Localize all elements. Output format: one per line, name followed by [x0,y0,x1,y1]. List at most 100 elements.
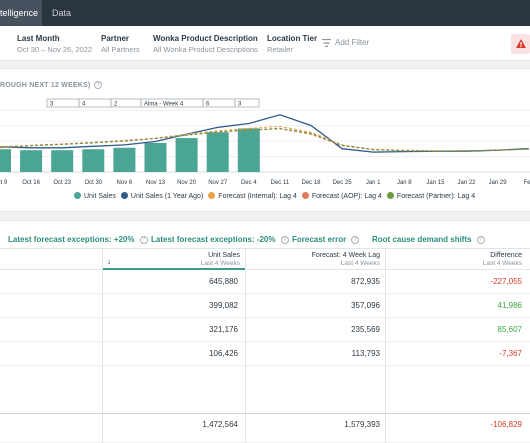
legend-item[interactable]: Unit Sales [74,192,116,200]
column-title: Forecast: 4 Week Lag [311,252,380,259]
legend-item[interactable]: Unit Sales (1 Year Ago) [120,192,204,200]
chart-title: ROUGH NEXT 12 WEEKS)? [0,81,103,89]
help-icon[interactable]: ? [351,235,360,244]
cell-unit-sales: 106,426 [209,349,238,358]
x-tick-label: Nov 27 [208,180,228,186]
week-marker-label: 6 [206,102,210,108]
bar [0,149,11,172]
add-filter-button[interactable]: Add Filter [322,38,369,47]
filter-value: All Wonka Product Descriptions [153,45,258,54]
sort-down-icon[interactable]: ↓ [107,257,111,266]
x-tick-label: Oct 9 [0,180,8,186]
bar [51,150,74,172]
legend-item[interactable]: Forecast (AOP): Lag 4 [301,192,382,200]
warning-icon [516,39,526,48]
help-icon[interactable]: ? [280,235,289,244]
bar [175,138,198,172]
exception-link-label: Root cause demand shifts [372,235,472,244]
legend-item[interactable]: Forecast (Partner): Lag 4 [386,192,475,200]
x-tick-label: Oct 23 [53,180,71,186]
legend-label: Unit Sales [84,193,116,200]
table-row[interactable]: 645,880 872,935 -227,055 [0,270,530,294]
alert-button[interactable] [511,34,530,54]
bar [113,147,136,172]
x-tick-label: Jan 15 [426,180,445,186]
column-subtitle: Last 4 Weeks [200,260,240,267]
bar [20,150,43,172]
tab-exceptions-minus-20[interactable]: Latest forecast exceptions: -20%? [151,235,289,244]
x-tick-label: Nov 6 [117,180,133,186]
x-tick-label: Feb [524,180,530,186]
tab-exceptions-plus-20[interactable]: Latest forecast exceptions: +20%? [8,235,148,244]
legend-label: Unit Sales (1 Year Ago) [130,193,204,200]
column-header-forecast[interactable]: Forecast: 4 Week Lag Last 4 Weeks [312,252,380,267]
legend-label: Forecast (Internal): Lag 4 [218,193,297,200]
x-tick-label: Dec 25 [333,180,353,186]
x-tick-label: Jan 22 [457,180,476,186]
bar [206,132,229,172]
x-tick-label: Dec 18 [301,180,321,186]
filter-label: Wonka Product Description [153,34,258,43]
column-divider [102,248,103,443]
total-difference: -106,829 [490,420,522,429]
help-icon[interactable]: ? [139,235,148,244]
cell-difference: 85,607 [497,325,522,334]
table-row[interactable]: 106,426 113,793 -7,367 [0,342,530,366]
chart-legend: Unit Sales Unit Sales (1 Year Ago) Forecas… [74,192,480,200]
legend-item[interactable]: Forecast (Internal): Lag 4 [208,192,297,200]
filter-label: Last Month [17,34,60,43]
tab-data[interactable]: Data [52,8,72,18]
tab-root-cause-demand-shifts[interactable]: Root cause demand shifts? [372,235,485,244]
filter-product-description[interactable]: Wonka Product Description All Wonka Prod… [153,34,258,54]
cell-forecast: 872,935 [351,277,380,286]
cell-unit-sales: 399,082 [209,301,238,310]
column-subtitle: Last 4 Weeks [340,260,380,267]
bar [82,149,105,172]
add-filter-label: Add Filter [335,38,370,47]
table-row[interactable]: 321,176 235,569 85,607 [0,318,530,342]
column-subtitle: Last 4 Weeks [482,260,522,267]
exception-link-label: Latest forecast exceptions: -20% [151,235,276,244]
filter-icon [322,38,331,47]
column-header-difference[interactable]: Difference Last 4 Weeks [483,252,522,267]
bar [144,142,167,172]
table-row[interactable]: 399,082 357,096 41,986 [0,294,530,318]
cell-difference: -227,055 [490,277,522,286]
x-tick-label: Jan 1 [366,180,381,186]
help-icon[interactable]: ? [94,81,103,89]
series-line [0,127,529,152]
filter-partner[interactable]: Partner All Partners [101,34,140,54]
week-marker-label: 2 [114,102,118,108]
x-tick-label: Nov 20 [177,180,197,186]
legend-swatch [74,192,81,199]
exception-link-label: Forecast error [292,235,347,244]
column-divider [385,248,386,443]
cell-unit-sales: 321,176 [209,325,238,334]
x-tick-label: Oct 16 [22,180,40,186]
series-line [0,114,529,153]
filter-location-tier[interactable]: Location Tier Retailer [267,34,317,54]
exception-link-label: Latest forecast exceptions: +20% [8,235,135,244]
filter-time-period[interactable]: Last Month Oct 30 – Nov 26, 2022 [17,34,92,54]
column-header-unit-sales[interactable]: Unit Sales Last 4 Weeks [201,252,240,267]
x-tick-label: Jan 29 [489,180,508,186]
tab-forecast-error[interactable]: Forecast error? [292,235,360,244]
filter-value: Oct 30 – Nov 26, 2022 [17,45,93,54]
chart-title-text: ROUGH NEXT 12 WEEKS) [0,81,91,89]
x-tick-label: Jan 8 [397,180,412,186]
cell-forecast: 113,793 [351,349,380,358]
week-marker-label: Alma - Week 4 [144,102,184,108]
bar [237,128,260,172]
week-marker-label: 3 [238,102,242,108]
legend-swatch [120,192,128,199]
table-header: ↓ Unit Sales Last 4 Weeks Forecast: 4 We… [0,248,530,270]
legend-swatch [301,192,309,199]
week-marker-box [234,98,260,108]
tab-intelligence[interactable]: telligence [0,0,42,26]
filter-label: Location Tier [267,34,318,43]
filter-value: Retailer [267,45,293,54]
filter-label: Partner [101,34,130,43]
help-icon[interactable]: ? [476,235,485,244]
x-tick-label: Oct 30 [84,180,102,186]
